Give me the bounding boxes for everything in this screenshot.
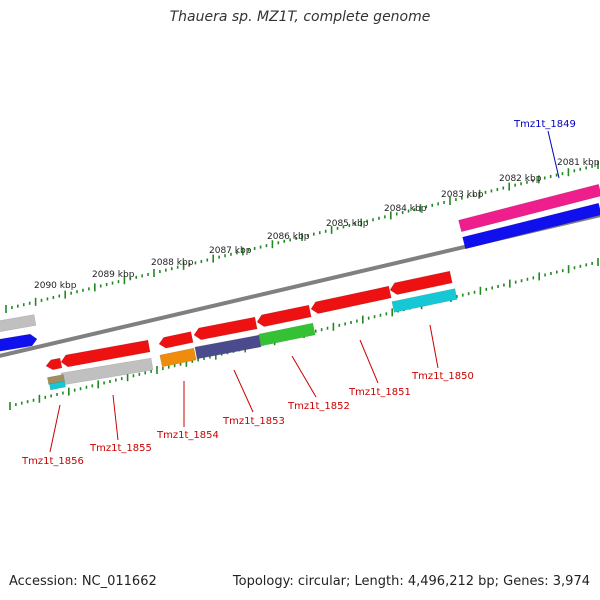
tick-label-2087: 2087 kbp: [209, 246, 252, 256]
leader-tmz1t-1853: [233, 369, 254, 413]
gene-callouts: Tmz1t_1849 Tmz1t_1850 Tmz1t_1851 Tmz1t_1…: [21, 119, 576, 467]
gene-label-tmz1t-1854: Tmz1t_1854: [156, 430, 219, 441]
gene-bar-tmz1t-1849: [462, 202, 600, 250]
map-title: Thauera sp. MZ1T, complete genome: [169, 9, 431, 25]
tick-label-2086: 2086 kbp: [267, 232, 310, 242]
gene-label-tmz1t-1849: Tmz1t_1849: [513, 119, 576, 130]
gene-bar-tmz1t-1854: [159, 347, 197, 368]
gene-label-tmz1t-1853: Tmz1t_1853: [222, 416, 285, 427]
gene-bar-cyan-small: [49, 380, 66, 391]
accession-text: Accession: NC_011662: [9, 574, 157, 589]
gene-bar-tmz1t-1851: [310, 285, 392, 314]
gene-bar-tmz1t-1852: [256, 304, 312, 327]
tick-label-2081: 2081 kbp: [557, 158, 600, 168]
leader-tmz1t-1855: [112, 394, 119, 441]
gene-label-tmz1t-1855: Tmz1t_1855: [89, 443, 152, 454]
gene-bar-grey-left: [0, 314, 37, 333]
tick-label-2085: 2085 kbp: [326, 219, 369, 229]
gene-bar-tmz1t-1853: [194, 334, 262, 360]
gene-bar-green: [258, 322, 316, 347]
tick-label-2088: 2088 kbp: [151, 258, 194, 268]
leader-tmz1t-1850: [429, 324, 439, 369]
leader-tmz1t-1851: [359, 339, 379, 384]
tick-label-2083: 2083 kbp: [441, 190, 484, 200]
tick-labels: 2081 kbp 2082 kbp 2083 kbp 2084 kbp 2085…: [34, 158, 600, 291]
tick-label-2084: 2084 kbp: [384, 204, 427, 214]
gene-label-tmz1t-1852: Tmz1t_1852: [287, 401, 350, 412]
topology-text: Topology: circular; Length: 4,496,212 bp…: [232, 574, 590, 589]
gene-bar-red-1: [389, 270, 453, 295]
gene-features: [0, 183, 600, 391]
gene-bar-red-small: [45, 357, 63, 371]
outer-tick-track: [5, 161, 599, 313]
tick-label-2089: 2089 kbp: [92, 270, 135, 280]
leader-tmz1t-1852: [291, 355, 317, 398]
gene-bar-tmz1t-1850: [391, 288, 458, 313]
gene-bar-magenta: [458, 183, 600, 233]
gene-bar-red-2: [193, 316, 258, 341]
gene-label-tmz1t-1856: Tmz1t_1856: [21, 456, 84, 467]
tick-label-2090: 2090 kbp: [34, 281, 77, 291]
gene-label-tmz1t-1850: Tmz1t_1850: [411, 371, 474, 382]
gene-label-tmz1t-1851: Tmz1t_1851: [348, 387, 411, 398]
leader-tmz1t-1856: [49, 404, 61, 453]
gene-bar-red-3: [158, 331, 194, 349]
leader-tmz1t-1849: [547, 130, 560, 179]
tick-label-2082: 2082 kbp: [499, 174, 542, 184]
gene-bar-tmz1t-1855: [60, 339, 151, 368]
gene-bar-blue-left: [0, 333, 38, 352]
